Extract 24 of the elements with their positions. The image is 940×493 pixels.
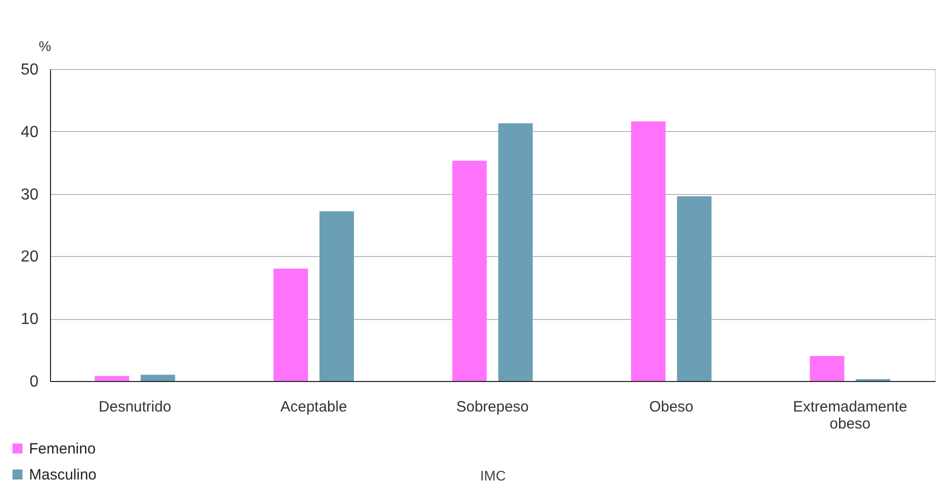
- bar: [452, 160, 487, 381]
- y-tick-label: 0: [30, 374, 39, 390]
- x-tick-label: Sobrepeso: [456, 398, 529, 416]
- legend-label: Masculino: [29, 466, 97, 484]
- bar: [810, 356, 844, 381]
- y-tick-label: 10: [20, 311, 39, 328]
- x-tick-label: Desnutrido: [98, 398, 172, 416]
- bar: [498, 123, 533, 381]
- y-tick-label: 50: [20, 62, 39, 78]
- legend-label: Femenino: [29, 440, 96, 458]
- y-axis-title: %: [38, 38, 52, 54]
- x-axis-title: IMC: [480, 468, 506, 484]
- bar: [631, 121, 666, 381]
- bar: [273, 268, 308, 381]
- x-tick-label: Aceptable: [280, 398, 348, 416]
- y-tick-label: 40: [20, 124, 39, 141]
- y-tick-label: 30: [20, 186, 39, 204]
- bar: [140, 374, 176, 381]
- bar: [94, 376, 130, 381]
- y-tick-label: 20: [20, 248, 39, 266]
- x-tick-label: Obeso: [649, 398, 694, 416]
- x-tick-label: Extremadamente obeso: [792, 398, 908, 432]
- bar: [677, 196, 712, 381]
- bar: [319, 211, 354, 381]
